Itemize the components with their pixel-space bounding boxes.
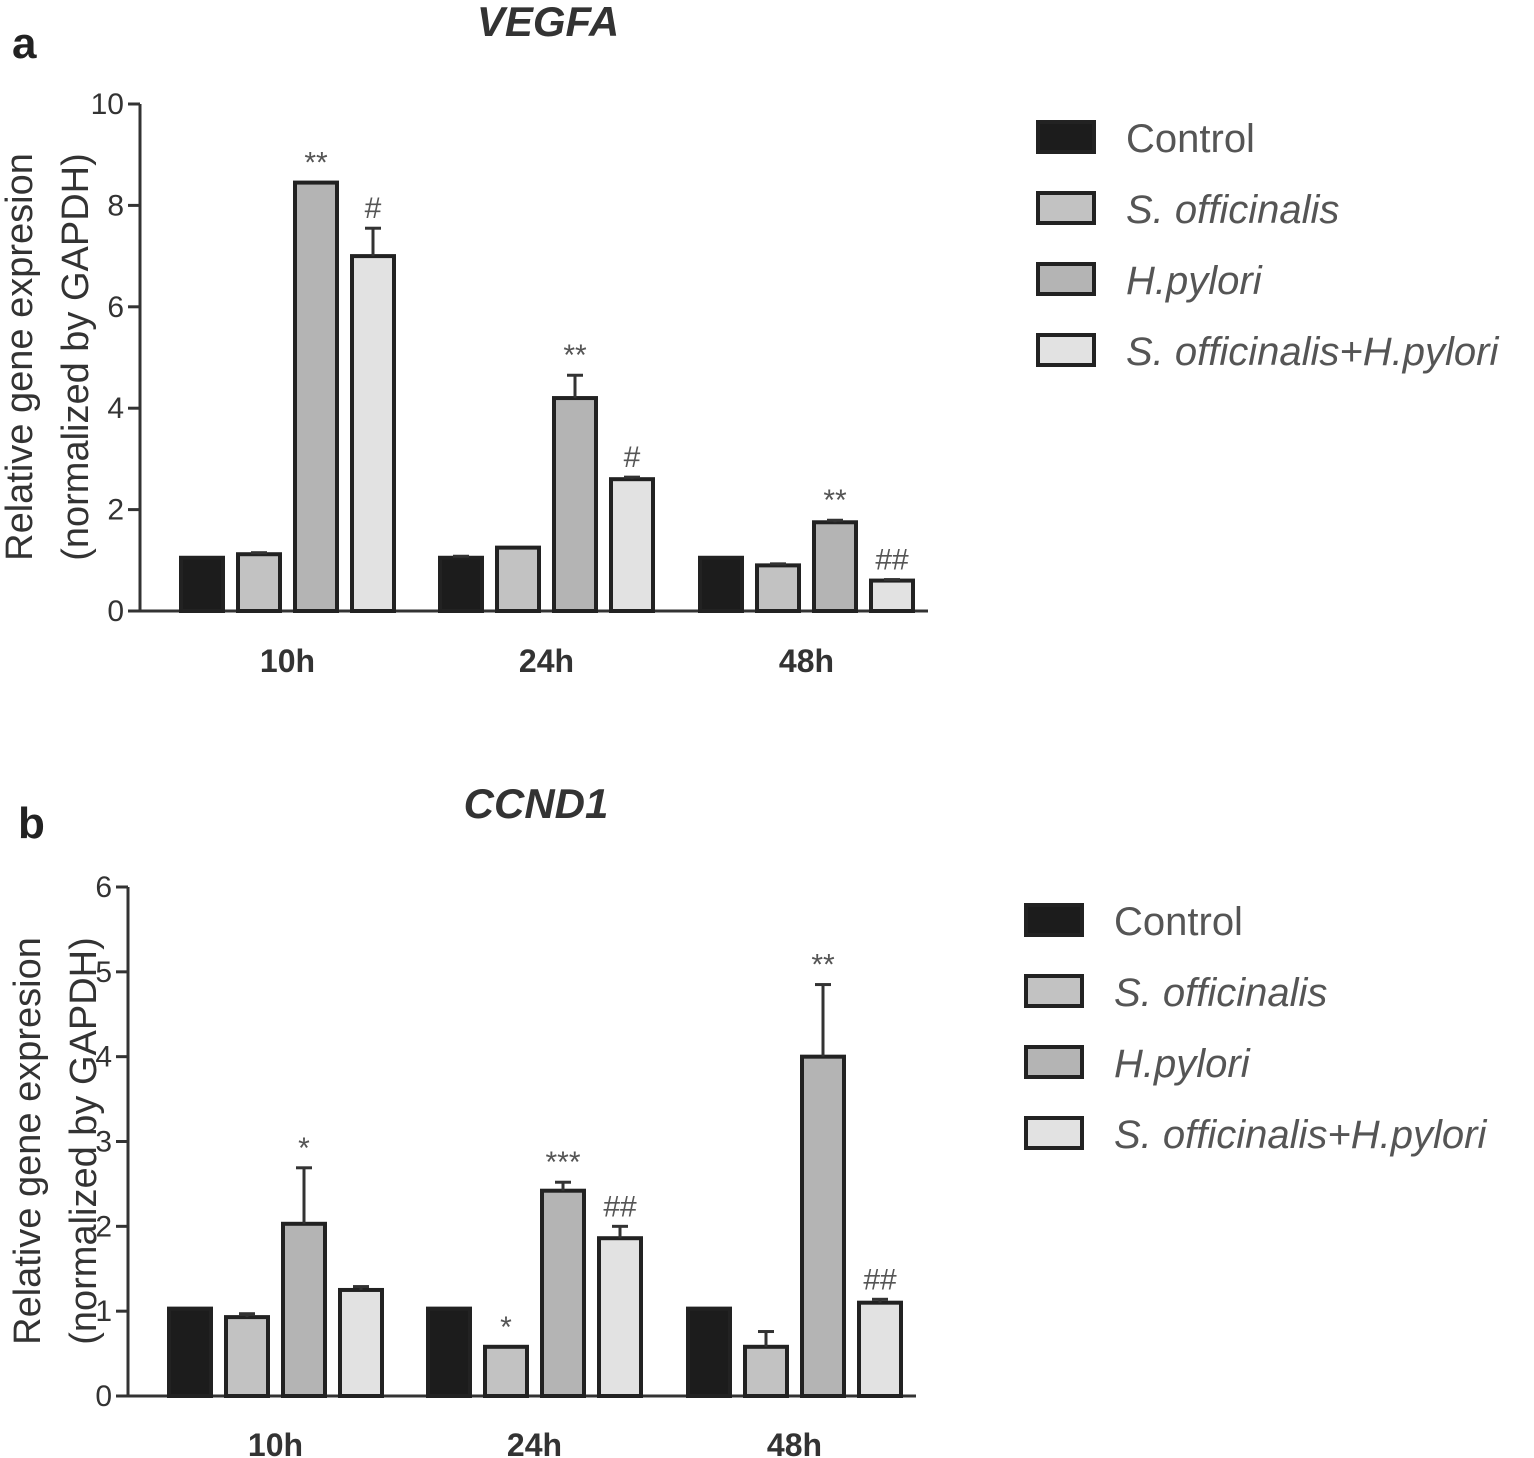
chart-panel-b: b CCND1 Relative gene expresion (normalized… — [7, 780, 1487, 1458]
y-tick-label: 2 — [95, 1210, 112, 1243]
y-tick-label: 6 — [107, 291, 124, 324]
bar-24h-series-1 — [426, 1306, 472, 1399]
bar-10h-series-2 — [224, 1315, 270, 1398]
significance-marker: ## — [603, 1190, 637, 1223]
bar-24h-series-3 — [552, 396, 598, 613]
legend-label: S. officinalis — [1114, 971, 1327, 1015]
bar-24h-series-2 — [495, 545, 541, 613]
y-tick-label: 0 — [95, 1380, 112, 1413]
bar-48h-series-4 — [857, 1300, 903, 1399]
legend-label: H.pylori — [1114, 1042, 1251, 1086]
bar-48h-series-1 — [698, 555, 744, 614]
significance-marker: ** — [563, 339, 587, 372]
y-tick-label: 4 — [107, 392, 124, 425]
x-category-label: 48h — [779, 643, 834, 679]
y-axis-label-line-2: (normalized by GAPDH) — [55, 153, 97, 561]
bar-24h-series-3 — [540, 1188, 586, 1399]
legend-swatch — [1024, 1045, 1084, 1079]
y-tick-label: 0 — [107, 595, 124, 628]
bar-10h-series-3 — [281, 1221, 327, 1398]
bar-10h-series-3 — [293, 180, 339, 614]
significance-marker: ## — [863, 1263, 897, 1296]
bar-48h-series-3 — [800, 1054, 846, 1398]
legend-label: S. officinalis — [1126, 188, 1339, 232]
y-tick-label: 8 — [107, 189, 124, 222]
bar-48h-series-2 — [755, 563, 801, 613]
significance-marker: ** — [823, 484, 847, 517]
y-axis-label-line-1: Relative gene expresion — [0, 153, 41, 561]
y-tick-label: 6 — [95, 871, 112, 904]
bar-10h-series-2 — [236, 552, 282, 614]
significance-marker: ** — [811, 949, 835, 982]
legend: Control S. officinalis H.pylori S. officina… — [1024, 900, 1487, 1157]
x-category-label: 24h — [519, 643, 574, 679]
bar-10h-series-4 — [350, 254, 396, 613]
bar-24h-series-2 — [483, 1344, 529, 1398]
bar-10h-series-1 — [167, 1306, 213, 1399]
significance-marker: # — [624, 441, 641, 474]
bar-24h-series-4 — [597, 1236, 643, 1398]
bar-10h-series-1 — [179, 555, 225, 614]
y-tick-label: 3 — [95, 1126, 112, 1159]
y-tick-label: 2 — [107, 494, 124, 527]
bar-48h-series-2 — [743, 1344, 789, 1398]
panel-letter: a — [12, 19, 37, 68]
y-tick-label: 10 — [91, 88, 124, 121]
legend-label: Control — [1114, 900, 1243, 944]
bar-48h-series-1 — [686, 1306, 732, 1399]
legend-swatch — [1036, 262, 1096, 296]
bar-48h-series-4 — [869, 578, 915, 614]
bar-48h-series-3 — [812, 520, 858, 614]
significance-marker: ** — [304, 147, 328, 180]
chart-title: CCND1 — [464, 780, 609, 827]
bar-24h-series-1 — [438, 555, 484, 614]
y-axis-label-line-1: Relative gene expresion — [7, 937, 49, 1345]
legend-label: S. officinalis+H.pylori — [1126, 330, 1499, 374]
y-tick-label: 1 — [95, 1295, 112, 1328]
chart-title: VEGFA — [477, 0, 619, 45]
bar-10h-series-4 — [338, 1287, 384, 1399]
significance-marker: *** — [545, 1146, 580, 1179]
x-category-label: 48h — [767, 1427, 822, 1458]
legend-swatch — [1024, 1116, 1084, 1150]
legend-swatch — [1036, 333, 1096, 367]
legend-swatch — [1036, 120, 1096, 154]
legend-label: S. officinalis+H.pylori — [1114, 1113, 1487, 1157]
legend-swatch — [1024, 903, 1084, 937]
y-axis-label-line-2: (normalized by GAPDH) — [63, 937, 105, 1345]
legend-label: Control — [1126, 117, 1255, 161]
significance-marker: ## — [875, 544, 909, 577]
y-tick-label: 4 — [95, 1041, 112, 1074]
x-category-label: 24h — [507, 1427, 562, 1458]
panel-letter: b — [18, 799, 45, 848]
significance-marker: # — [365, 192, 382, 225]
bar-24h-series-4 — [609, 477, 655, 613]
y-tick-label: 5 — [95, 956, 112, 989]
legend-swatch — [1036, 191, 1096, 225]
legend: Control S. officinalis H.pylori S. officina… — [1036, 117, 1499, 374]
x-category-label: 10h — [260, 643, 315, 679]
legend-swatch — [1024, 974, 1084, 1008]
legend-label: H.pylori — [1126, 259, 1263, 303]
chart-panel-a: a VEGFA Relative gene expresion (normalized… — [0, 0, 1499, 679]
x-category-label: 10h — [248, 1427, 303, 1458]
significance-marker: * — [298, 1132, 310, 1165]
significance-marker: * — [500, 1311, 512, 1344]
